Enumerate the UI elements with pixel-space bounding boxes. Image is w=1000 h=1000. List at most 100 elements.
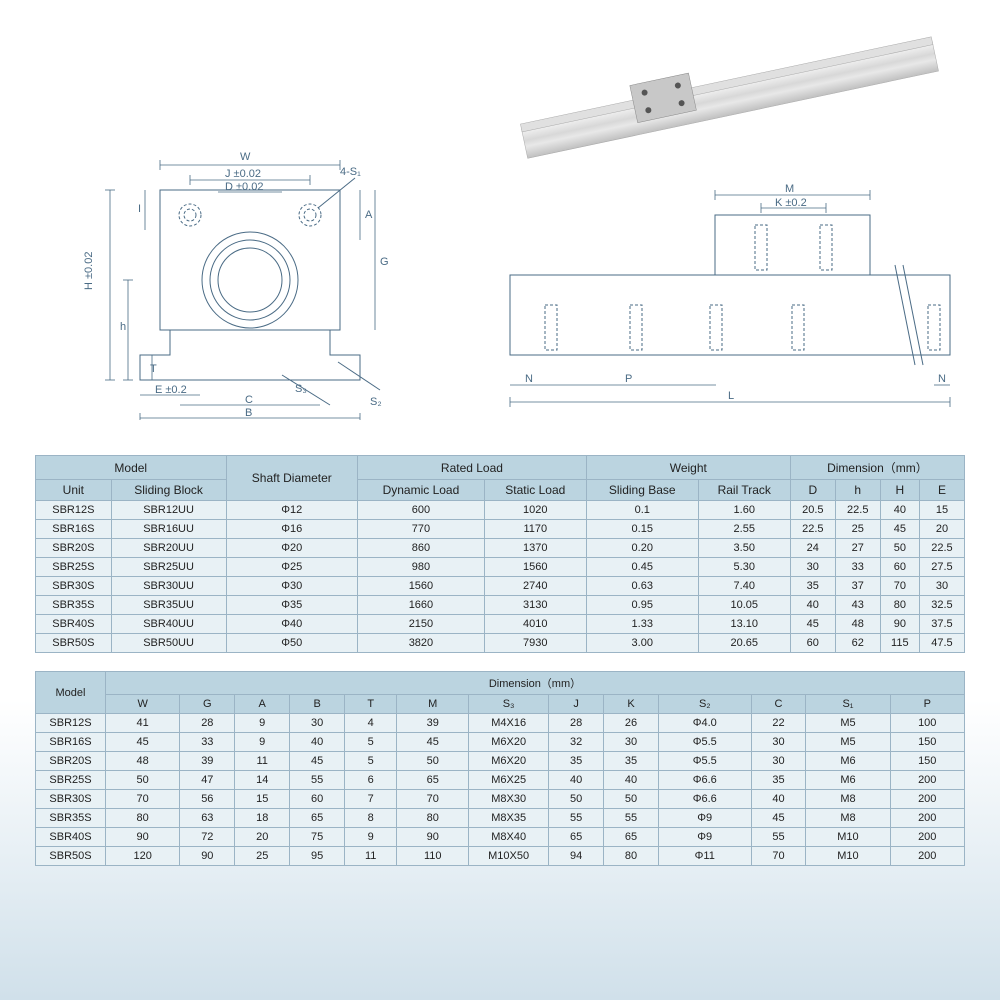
cell: 200	[890, 809, 965, 828]
cell: Φ4.0	[658, 714, 751, 733]
table-row: SBR40S90722075990M8X406565Φ955M10200	[36, 828, 965, 847]
cell: 62	[835, 634, 880, 653]
table-row: SBR20S48391145550M6X203535Φ5.530M6150	[36, 752, 965, 771]
dim-H: H ±0.02	[83, 252, 95, 290]
cell: 150	[890, 733, 965, 752]
dim-G: G	[380, 256, 389, 268]
cell: 200	[890, 828, 965, 847]
cell: SBR50S	[36, 634, 112, 653]
cell: SBR12S	[36, 501, 112, 520]
t1-dim: Dimension（mm）	[790, 456, 964, 480]
t2-S1: S₁	[806, 695, 890, 714]
dim-M: M	[785, 183, 794, 195]
cell: M8	[806, 809, 890, 828]
cell: SBR25S	[36, 771, 106, 790]
right-diagram: M K ±0.2 N P N L	[500, 180, 960, 420]
cell: 37.5	[919, 615, 964, 634]
cell: 200	[890, 847, 965, 866]
cell: 3.50	[698, 539, 790, 558]
cell: SBR12S	[36, 714, 106, 733]
cell: 48	[106, 752, 180, 771]
cell: SBR35UU	[111, 596, 226, 615]
cell: SBR20S	[36, 539, 112, 558]
t2-S2: S₂	[658, 695, 751, 714]
cell: 1560	[358, 577, 485, 596]
cell: 45	[290, 752, 345, 771]
dim-W: W	[240, 151, 251, 163]
cell: 45	[790, 615, 835, 634]
cell: 3130	[484, 596, 586, 615]
t2-B: B	[290, 695, 345, 714]
cell: 9	[345, 828, 397, 847]
table-row: SBR35SSBR35UUΦ35166031300.9510.054043803…	[36, 596, 965, 615]
cell: 150	[890, 752, 965, 771]
cell: 40	[880, 501, 919, 520]
t1-block: Sliding Block	[111, 480, 226, 501]
cell: 0.63	[586, 577, 698, 596]
t1-shaft: Shaft Diameter	[226, 456, 358, 501]
cell: 10.05	[698, 596, 790, 615]
t2-J: J	[549, 695, 604, 714]
cell: 35	[751, 771, 806, 790]
cell: M5	[806, 714, 890, 733]
cell: 45	[397, 733, 469, 752]
rail-product-image	[500, 30, 960, 170]
cell: SBR50UU	[111, 634, 226, 653]
dim-S4: 4-S₁	[340, 166, 361, 178]
cell: Φ16	[226, 520, 358, 539]
cell: SBR20S	[36, 752, 106, 771]
cell: 30	[751, 733, 806, 752]
cell: Φ6.6	[658, 790, 751, 809]
t2-W: W	[106, 695, 180, 714]
cell: 95	[290, 847, 345, 866]
dim-E: E ±0.2	[155, 384, 187, 396]
table-row: SBR50SSBR50UUΦ50382079303.0020.656062115…	[36, 634, 965, 653]
cell: 22.5	[835, 501, 880, 520]
cell: 0.95	[586, 596, 698, 615]
cell: 2.55	[698, 520, 790, 539]
cell: 7.40	[698, 577, 790, 596]
cell: SBR40S	[36, 615, 112, 634]
cell: 50	[106, 771, 180, 790]
cell: M6X20	[469, 752, 549, 771]
cell: M8X35	[469, 809, 549, 828]
cell: M8X30	[469, 790, 549, 809]
cell: 1020	[484, 501, 586, 520]
cell: Φ30	[226, 577, 358, 596]
cell: SBR25S	[36, 558, 112, 577]
t1-rated: Rated Load	[358, 456, 587, 480]
cell: 41	[106, 714, 180, 733]
cell: 3.00	[586, 634, 698, 653]
cell: 20	[235, 828, 290, 847]
cell: SBR16S	[36, 520, 112, 539]
cell: 30	[751, 752, 806, 771]
cell: 33	[180, 733, 235, 752]
dim-K: K ±0.2	[775, 197, 807, 209]
dim-L: L	[728, 390, 734, 402]
t1-D: D	[790, 480, 835, 501]
cell: Φ20	[226, 539, 358, 558]
cell: 6	[345, 771, 397, 790]
cell: 48	[835, 615, 880, 634]
cell: 770	[358, 520, 485, 539]
cell: 1170	[484, 520, 586, 539]
cell: SBR12UU	[111, 501, 226, 520]
cell: M6X20	[469, 733, 549, 752]
cell: 32.5	[919, 596, 964, 615]
cell: M6X25	[469, 771, 549, 790]
cell: 45	[880, 520, 919, 539]
dim-C: C	[245, 394, 253, 406]
cell: 25	[835, 520, 880, 539]
cell: 56	[180, 790, 235, 809]
cell: 5	[345, 752, 397, 771]
cell: 27	[835, 539, 880, 558]
dim-I: I	[138, 203, 141, 215]
cell: SBR25UU	[111, 558, 226, 577]
dim-B: B	[245, 407, 252, 419]
cell: 55	[604, 809, 659, 828]
cell: 50	[397, 752, 469, 771]
cell: 3820	[358, 634, 485, 653]
cell: M10	[806, 847, 890, 866]
cell: 22.5	[790, 520, 835, 539]
cell: 0.15	[586, 520, 698, 539]
